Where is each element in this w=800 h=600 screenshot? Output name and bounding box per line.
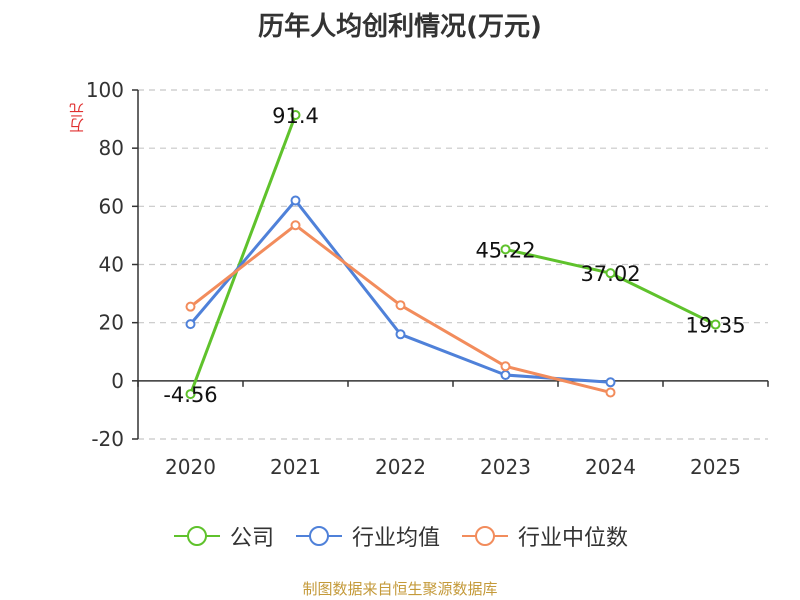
data-point-0 [185,389,196,400]
data-point-2 [500,361,511,372]
legend-item-industry-mean[interactable]: 行业均值 [294,520,440,552]
legend-item-company[interactable]: 公司 [172,520,274,552]
x-tick-label: 2023 [480,455,531,479]
series-line-0 [189,114,297,395]
source-note: 制图数据来自恒生聚源数据库 [302,580,498,598]
data-point-1 [290,195,301,206]
data-label: -4.56 [163,383,217,407]
data-point-0 [500,244,511,255]
y-tick-label: 80 [99,136,124,160]
data-labels: -4.56 91.4 45.22 37.02 19.35 [163,104,745,407]
series-lines [185,110,721,400]
data-label: 91.4 [272,104,319,128]
data-point-0 [290,110,301,121]
x-tick-label: 2024 [585,455,636,479]
y-tick-label: -20 [91,427,124,451]
x-tick-label: 2021 [270,455,321,479]
data-point-0 [605,268,616,279]
data-label: 45.22 [475,238,535,262]
y-tick-label: 20 [99,311,124,335]
legend-label: 行业中位数 [518,526,629,551]
data-point-2 [290,220,301,231]
legend-label: 公司 [229,526,274,551]
legend-label: 行业均值 [351,526,440,551]
x-tick-label: 2025 [690,455,741,479]
legend-marker-icon [462,526,508,546]
chart-title: 历年人均创利情况(万元) [258,12,542,42]
y-tick-label: 100 [86,78,124,102]
data-point-2 [395,300,406,311]
data-point-2 [185,301,196,312]
data-label: 19.35 [685,314,745,338]
data-point-1 [185,319,196,330]
legend: 公司 行业均值 行业中位数 [0,520,800,552]
y-tick-label: 40 [99,253,124,277]
data-label: 37.02 [580,262,640,286]
axes: -20 0 20 40 60 80 100 2020 2021 2022 2023 2024 2025 [86,78,769,479]
x-tick-label: 2022 [375,455,426,479]
x-tick-label: 2020 [165,455,216,479]
legend-item-industry-median[interactable]: 行业中位数 [460,520,628,552]
data-point-1 [605,377,616,388]
data-point-0 [710,319,721,330]
legend-marker-icon [173,526,220,546]
y-tick-label: 0 [111,369,124,393]
series-line-0 [505,247,717,326]
data-point-1 [500,370,511,381]
y-tick-label: 60 [99,194,124,218]
legend-marker-icon [295,526,342,546]
data-point-2 [605,387,616,398]
data-point-1 [395,329,406,340]
